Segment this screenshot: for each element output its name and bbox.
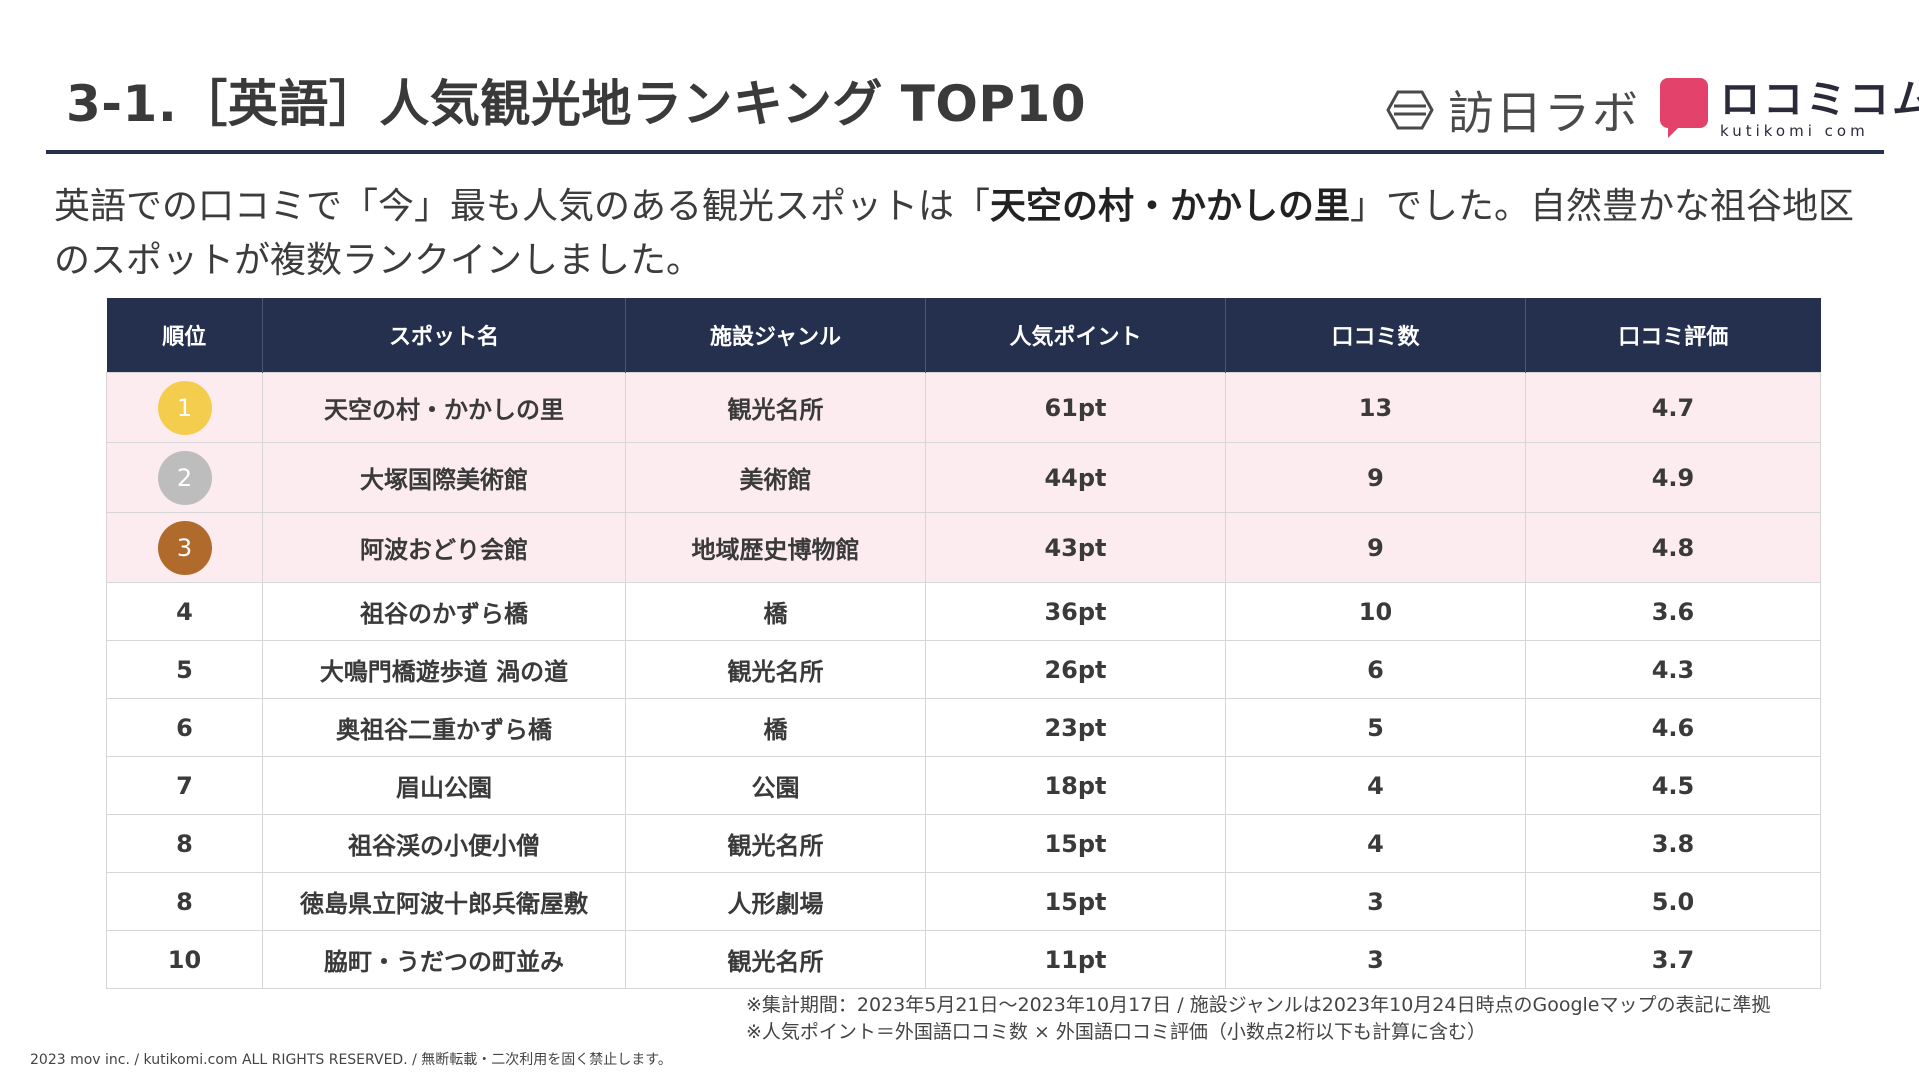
ranking-table: 順位 スポット名 施設ジャンル 人気ポイント 口コミ数 口コミ評価 1 天空の村・… (106, 298, 1821, 989)
cell-reviews: 6 (1225, 640, 1526, 699)
cell-rank: 6 (106, 698, 263, 757)
col-header-spot: スポット名 (262, 298, 626, 373)
brand-name: ロコミコム (1720, 77, 1919, 123)
cell-rating: 3.8 (1525, 814, 1821, 873)
cell-rank: 3 (106, 512, 263, 583)
cell-rank: 5 (106, 640, 263, 699)
table-row: 2 大塚国際美術館 美術館 44pt 9 4.9 (106, 442, 1821, 513)
cell-rating: 4.5 (1525, 756, 1821, 815)
col-header-reviews: 口コミ数 (1225, 298, 1526, 373)
cell-reviews: 3 (1225, 872, 1526, 931)
footnote-points: ※人気ポイント＝外国語口コミ数 × 外国語口コミ評価（小数点2桁以下も計算に含む… (746, 1021, 1487, 1043)
cell-rank: 8 (106, 872, 263, 931)
cell-rank: 7 (106, 756, 263, 815)
bronze-medal-icon: 3 (157, 520, 212, 575)
cell-reviews: 4 (1225, 756, 1526, 815)
cell-spot: 大塚国際美術館 (262, 442, 626, 513)
cell-genre: 観光名所 (625, 372, 926, 443)
cell-rank: 10 (106, 930, 263, 989)
cell-genre: 観光名所 (625, 640, 926, 699)
kutikomi-logo: ロコミコム kutikomi com (1660, 78, 1919, 140)
cell-genre: 観光名所 (625, 930, 926, 989)
cell-genre: 橋 (625, 582, 926, 641)
cell-rank: 2 (106, 442, 263, 513)
cell-rating: 3.6 (1525, 582, 1821, 641)
col-header-genre: 施設ジャンル (625, 298, 926, 373)
cell-genre: 美術館 (625, 442, 926, 513)
cell-points: 11pt (925, 930, 1226, 989)
cell-rank: 4 (106, 582, 263, 641)
cell-spot: 奥祖谷二重かずら橋 (262, 698, 626, 757)
footnotes: ※集計期間：2023年5月21日〜2023年10月17日 / 施設ジャンルは20… (746, 992, 1771, 1046)
cell-rating: 4.3 (1525, 640, 1821, 699)
lead-part2: 」でした。自然豊かな祖谷地区のスポットが複数ランクインしました。 (54, 186, 1855, 281)
cell-points: 26pt (925, 640, 1226, 699)
cell-spot: 脇町・うだつの町並み (262, 930, 626, 989)
col-header-points: 人気ポイント (925, 298, 1226, 373)
cell-reviews: 10 (1225, 582, 1526, 641)
hexagon-logo-icon (1386, 90, 1434, 130)
copyright: 2023 mov inc. / kutikomi.com ALL RIGHTS … (30, 1052, 672, 1068)
cell-reviews: 9 (1225, 442, 1526, 513)
cell-rating: 5.0 (1525, 872, 1821, 931)
cell-genre: 地域歴史博物館 (625, 512, 926, 583)
page-title: 3-1.［英語］人気観光地ランキング TOP10 (66, 75, 1087, 133)
lead-highlight: 天空の村・かかしの里 (990, 186, 1351, 227)
footnote-period: ※集計期間：2023年5月21日〜2023年10月17日 / 施設ジャンルは20… (746, 994, 1771, 1016)
cell-genre: 人形劇場 (625, 872, 926, 931)
table-row: 1 天空の村・かかしの里 観光名所 61pt 13 4.7 (106, 372, 1821, 443)
cell-spot: 徳島県立阿波十郎兵衛屋敷 (262, 872, 626, 931)
cell-points: 23pt (925, 698, 1226, 757)
cell-spot: 眉山公園 (262, 756, 626, 815)
cell-rating: 4.6 (1525, 698, 1821, 757)
cell-rating: 4.9 (1525, 442, 1821, 513)
cell-reviews: 13 (1225, 372, 1526, 443)
cell-genre: 公園 (625, 756, 926, 815)
cell-genre: 橋 (625, 698, 926, 757)
speech-bubble-icon (1660, 78, 1708, 138)
cell-spot: 大鳴門橋遊歩道 渦の道 (262, 640, 626, 699)
cell-spot: 祖谷渓の小便小僧 (262, 814, 626, 873)
cell-rank: 8 (106, 814, 263, 873)
houjin-labo-logo: 訪日ラボ (1386, 80, 1640, 140)
table-row: 4 祖谷のかずら橋橋 36pt 10 3.6 (106, 582, 1821, 641)
cell-points: 36pt (925, 582, 1226, 641)
table-body: 1 天空の村・かかしの里 観光名所 61pt 13 4.7 2 大塚国際美術館 美術館 44pt 9… (106, 372, 1821, 989)
cell-rating: 4.7 (1525, 372, 1821, 443)
col-header-rating: 口コミ評価 (1525, 298, 1821, 373)
cell-rating: 3.7 (1525, 930, 1821, 989)
silver-medal-icon: 2 (157, 450, 212, 505)
lead-part1: 英語での口コミで「今」最も人気のある観光スポットは「 (54, 186, 991, 227)
table-row: 8 祖谷渓の小便小僧 観光名所 15pt 4 3.8 (106, 814, 1821, 873)
cell-points: 18pt (925, 756, 1226, 815)
table-row: 8 徳島県立阿波十郎兵衛屋敷 人形劇場 15pt 3 5.0 (106, 872, 1821, 931)
cell-spot: 祖谷のかずら橋 (262, 582, 626, 641)
logo-text: 訪日ラボ (1448, 86, 1640, 140)
cell-spot: 阿波おどり会館 (262, 512, 626, 583)
cell-points: 15pt (925, 814, 1226, 873)
cell-genre: 観光名所 (625, 814, 926, 873)
cell-rating: 4.8 (1525, 512, 1821, 583)
lead-text: 英語での口コミで「今」最も人気のある観光スポットは「天空の村・かかしの里」でした… (54, 180, 1864, 288)
gold-medal-icon: 1 (157, 380, 212, 435)
cell-reviews: 4 (1225, 814, 1526, 873)
table-row: 3 阿波おどり会館 地域歴史博物館 43pt 9 4.8 (106, 512, 1821, 583)
table-row: 6 奥祖谷二重かずら橋橋 23pt 5 4.6 (106, 698, 1821, 757)
cell-points: 15pt (925, 872, 1226, 931)
cell-spot: 天空の村・かかしの里 (262, 372, 626, 443)
cell-points: 44pt (925, 442, 1226, 513)
cell-reviews: 9 (1225, 512, 1526, 583)
brand-subtitle: kutikomi com (1720, 122, 1869, 140)
table-row: 7 眉山公園 公園 18pt 4 4.5 (106, 756, 1821, 815)
table-header-row: 順位 スポット名 施設ジャンル 人気ポイント 口コミ数 口コミ評価 (106, 298, 1821, 373)
table-row: 5 大鳴門橋遊歩道 渦の道 観光名所 26pt 6 4.3 (106, 640, 1821, 699)
cell-reviews: 5 (1225, 698, 1526, 757)
cell-points: 61pt (925, 372, 1226, 443)
cell-rank: 1 (106, 372, 263, 443)
cell-reviews: 3 (1225, 930, 1526, 989)
cell-points: 43pt (925, 512, 1226, 583)
table-row: 10 脇町・うだつの町並み 観光名所 11pt 3 3.7 (106, 930, 1821, 989)
header-rule (46, 150, 1884, 154)
col-header-rank: 順位 (106, 298, 263, 373)
